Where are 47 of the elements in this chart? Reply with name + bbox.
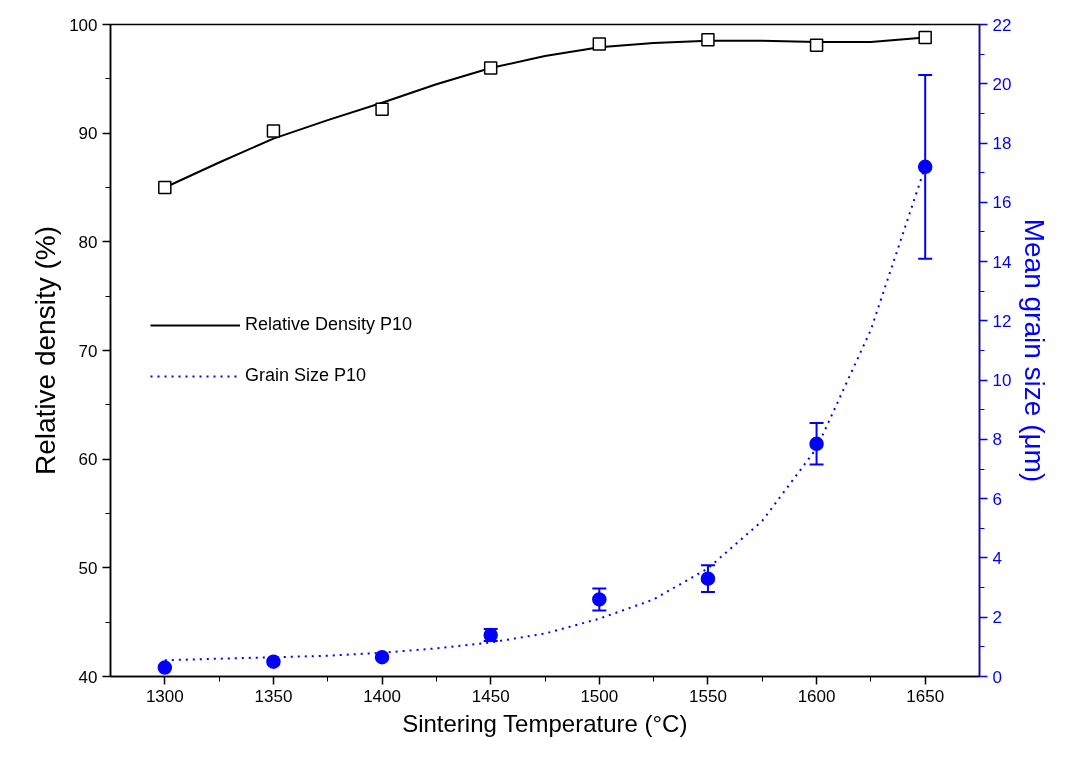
y-tick-label: 80: [78, 232, 98, 252]
point: [483, 61, 498, 75]
y2-tick-label: 12: [992, 311, 1012, 331]
legend-label: Relative Density P10: [245, 314, 413, 335]
point: [917, 159, 933, 174]
y-tick-label: 50: [78, 558, 98, 578]
y2-axis-title: Mean grain size (μm): [1019, 218, 1051, 483]
y2-tick-label: 20: [992, 74, 1012, 94]
x-tick-label: 1450: [471, 686, 510, 706]
point: [809, 38, 824, 52]
y-tick-label: 60: [78, 450, 98, 470]
x-tick-label: 1550: [689, 686, 727, 706]
y2-tick-label: 16: [992, 193, 1012, 213]
point: [592, 37, 607, 51]
y-tick-label: 100: [69, 15, 98, 35]
y2-tick-label: 4: [992, 548, 1002, 568]
y2-tick-label: 14: [992, 252, 1012, 272]
y2-tick-label: 0: [992, 667, 1002, 687]
x-tick-label: 1350: [254, 686, 293, 706]
point: [918, 30, 932, 45]
point: [158, 180, 172, 195]
y2-tick-label: 8: [992, 430, 1002, 450]
point: [157, 660, 173, 675]
point: [266, 124, 281, 138]
y2-tick-label: 18: [992, 134, 1012, 154]
point: [592, 592, 607, 607]
point: [701, 32, 715, 47]
x-tick-label: 1400: [363, 686, 401, 706]
point: [700, 571, 716, 586]
x-axis-title: Sintering Temperature (°C): [402, 709, 688, 737]
y2-tick-label: 22: [992, 15, 1012, 35]
x-tick-label: 1300: [145, 686, 184, 706]
y-tick-label: 70: [78, 341, 98, 361]
point: [375, 102, 389, 117]
x-tick-label: 1500: [580, 686, 619, 706]
y2-tick-label: 2: [992, 608, 1002, 628]
y-tick-label: 90: [78, 124, 98, 144]
y-axis-title: Relative density (%): [30, 226, 62, 475]
x-tick-label: 1600: [797, 686, 836, 706]
point: [809, 436, 824, 452]
y2-tick-label: 6: [992, 489, 1002, 509]
point: [266, 654, 281, 669]
legend-label: Grain Size P10: [245, 365, 367, 386]
y-tick-label: 40: [78, 667, 98, 687]
x-tick-label: 1650: [906, 686, 945, 706]
point: [374, 650, 390, 665]
y2-tick-label: 10: [992, 371, 1012, 391]
